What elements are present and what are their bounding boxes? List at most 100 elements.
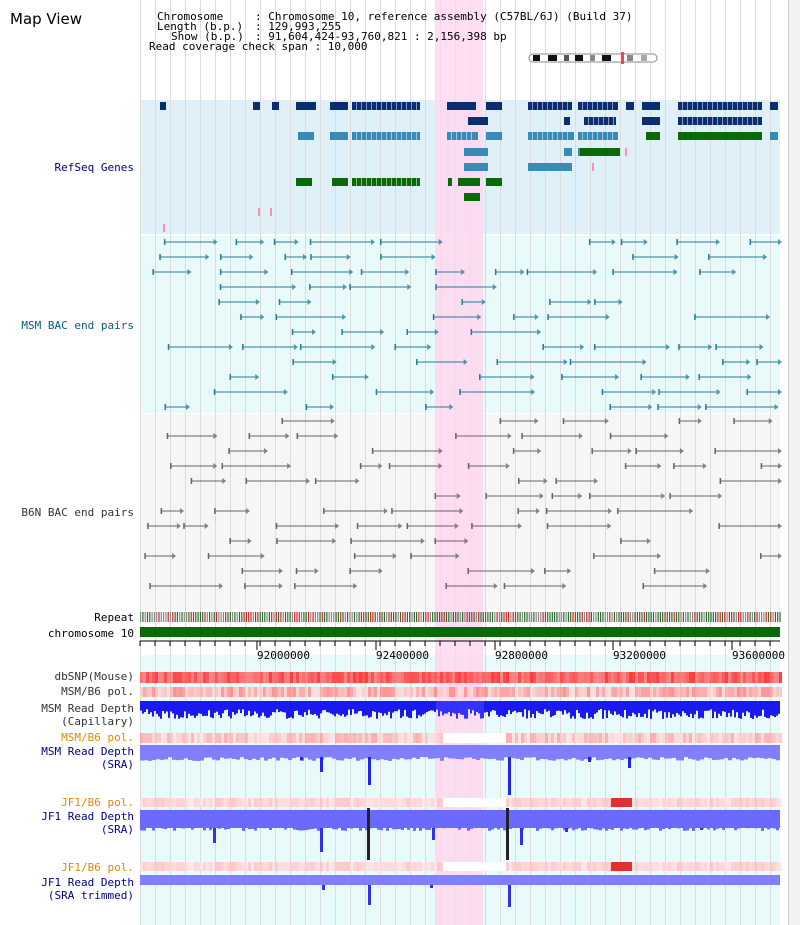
b6n-bac-pair-arrow [355,478,360,484]
depth-capillary-bar [456,701,458,719]
msm-bac-pair-arrow [249,254,254,260]
pol-cell [587,862,590,871]
snp-density-cell [299,672,302,683]
pol-cell [713,862,716,871]
repeat-feature [625,612,627,622]
pol-cell [380,687,383,697]
pol-cell [779,862,782,871]
repeat-feature [556,612,558,622]
pol-cell [335,798,338,807]
pol-cell [692,687,695,697]
depth-capillary-bar [720,701,722,716]
pol-cell [458,798,461,807]
chromosome-ideogram[interactable] [528,52,660,64]
depth-sra-bar [764,757,768,759]
b6n-bac-pair-arrow [247,538,252,544]
jf1-depth-bar [599,826,602,831]
depth-capillary-bar [298,701,300,715]
gene-exon-stripe [461,132,462,140]
snp-density-cell [428,672,431,683]
msm-bac-pair-end [722,359,724,365]
msm-bac-pair-end [220,254,222,260]
pol-cell [359,798,362,807]
b6n-bac-pair-end [467,568,469,574]
pol-cell [689,798,692,807]
msm-bac-pair-arrow [264,269,269,275]
repeat-feature [547,612,549,622]
jf1-depth-bar [269,826,272,830]
pol-cell [743,862,746,871]
gene-exon-stripe [537,132,538,140]
depth-capillary-bar [498,701,500,717]
repeat-feature [160,612,162,622]
repeat-feature [524,612,526,622]
pol-cell [338,798,341,807]
b6n-bac-pair-arrow [657,553,662,559]
depth-capillary-bar [562,701,564,715]
depth-capillary-bar [492,701,494,710]
depth-capillary-bar [632,701,634,713]
pol-cell [368,862,371,871]
pol-cell [737,862,740,871]
pol-cell [638,862,641,871]
msm-bac-pair-arrow [228,344,233,350]
pol-cell [218,687,221,697]
gene-exon-stripe [712,117,713,125]
grid-line [770,0,771,925]
depth-sra-bar [344,757,348,759]
grid-line [215,0,216,925]
pol-cell [497,733,500,743]
jf1-depth-bar [710,826,713,828]
pol-cell [479,733,482,743]
pol-cell [599,862,602,871]
depth-sra-bar [732,757,736,758]
depth-capillary-bar [674,701,676,717]
repeat-feature [708,612,710,622]
depth-sra-bar [372,757,376,760]
depth-capillary-bar [636,701,638,718]
pol-cell [323,733,326,743]
msm-bac-pair-end [305,404,308,410]
depth-sra-bar [336,757,340,761]
depth-capillary-bar [188,701,190,714]
pol-cell [542,798,545,807]
pol-cell [287,798,290,807]
b6n-bac-pair-end [589,493,591,499]
pol-cell [308,733,311,743]
pol-cell [290,687,293,697]
pol-cell [596,733,599,743]
depth-capillary-bar [372,701,374,712]
depth-capillary-bar [286,701,288,719]
msm-bac-pair-arrow [685,374,690,380]
gene-exon-stripe [592,102,593,110]
pol-cell [515,733,518,743]
jf1-depth-bar [371,826,374,829]
depth-capillary-bar [380,701,382,713]
pol-cell [335,733,338,743]
depth-sra-bar [144,757,148,761]
jf1-depth-bar [545,826,548,828]
gene-feature [464,148,488,156]
pol-cell [215,862,218,871]
pol-cell [353,798,356,807]
msm-bac-pair-end [360,269,363,275]
msm-bac-pair-end [164,404,167,410]
repeat-feature [450,612,452,622]
depth-capillary-bar [292,701,294,719]
snp-density-cell [185,672,188,683]
snp-density-cell [755,672,758,683]
msm-bac-pair-arrow [407,284,412,290]
depth-sra-bar [172,757,176,760]
grid-line [545,0,546,925]
pol-cell [374,798,377,807]
snp-density-cell [764,672,767,683]
pol-cell [476,733,479,743]
gene-exon-stripe [722,117,723,125]
depth-sra-bar [776,757,780,761]
repeat-feature [282,612,284,622]
pol-cell [335,687,338,697]
pol-cell [593,733,596,743]
pol-cell [686,798,689,807]
b6n-bac-pair-arrow [278,568,283,574]
